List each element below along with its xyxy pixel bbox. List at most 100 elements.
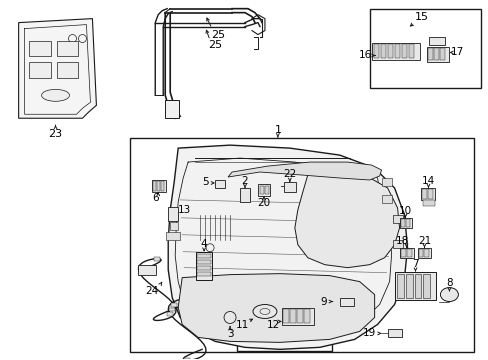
Bar	[284, 182, 295, 192]
Text: 12: 12	[267, 320, 280, 330]
Text: 24: 24	[145, 285, 159, 296]
Text: 25: 25	[211, 30, 224, 40]
Bar	[422, 189, 427, 199]
Bar	[373, 44, 378, 58]
Bar	[423, 274, 429, 298]
Text: 1: 1	[274, 125, 281, 135]
Bar	[381, 178, 391, 186]
Text: 9: 9	[320, 297, 326, 306]
Bar	[303, 309, 309, 323]
Bar	[387, 329, 401, 337]
Bar	[152, 180, 166, 192]
Circle shape	[224, 311, 236, 323]
Text: 19: 19	[362, 328, 375, 338]
Bar	[380, 44, 385, 58]
Bar	[418, 249, 423, 257]
Bar	[423, 200, 435, 206]
Bar	[407, 44, 413, 58]
Bar	[258, 184, 269, 196]
Bar	[428, 37, 445, 45]
Bar	[392, 215, 402, 223]
Bar	[381, 195, 391, 203]
Text: 7: 7	[411, 259, 418, 269]
Bar	[371, 42, 419, 60]
Bar	[170, 222, 178, 230]
Bar	[417, 248, 430, 258]
Bar	[406, 249, 411, 257]
Text: 16: 16	[358, 50, 371, 60]
Text: 21: 21	[417, 236, 430, 246]
Bar	[157, 181, 160, 191]
Bar	[400, 249, 405, 257]
Bar	[57, 62, 78, 78]
Text: 3: 3	[226, 329, 233, 339]
Bar	[240, 188, 249, 202]
Bar	[166, 312, 173, 316]
Bar	[197, 260, 211, 264]
Text: 25: 25	[207, 40, 222, 50]
Bar	[197, 266, 211, 270]
Bar	[392, 240, 402, 248]
Bar	[264, 186, 268, 194]
Text: 6: 6	[152, 193, 158, 203]
Bar	[29, 62, 50, 78]
Bar	[405, 274, 412, 298]
Bar	[427, 48, 432, 60]
Bar	[369, 9, 480, 88]
Ellipse shape	[440, 288, 457, 302]
Text: 5: 5	[202, 177, 208, 187]
Ellipse shape	[252, 305, 276, 319]
Bar	[427, 189, 432, 199]
Bar	[161, 181, 164, 191]
Polygon shape	[19, 19, 96, 118]
Polygon shape	[294, 168, 399, 268]
Bar	[237, 296, 331, 351]
Ellipse shape	[41, 89, 69, 101]
Bar	[166, 232, 180, 240]
Text: 17: 17	[450, 48, 463, 58]
Bar	[433, 48, 439, 60]
Bar	[165, 100, 179, 118]
Bar	[197, 254, 211, 258]
Bar	[387, 44, 392, 58]
Text: 18: 18	[395, 236, 408, 246]
Polygon shape	[178, 274, 374, 342]
Bar	[289, 309, 295, 323]
Bar	[296, 309, 302, 323]
Bar	[154, 257, 160, 261]
Bar	[400, 219, 404, 227]
Bar	[196, 252, 212, 280]
Bar	[283, 309, 288, 323]
Text: 2: 2	[241, 176, 248, 186]
Bar	[281, 307, 313, 325]
Bar	[396, 274, 403, 298]
Bar	[401, 44, 406, 58]
Bar	[405, 219, 408, 227]
Bar	[421, 188, 435, 200]
Bar	[339, 298, 353, 306]
Bar	[399, 218, 411, 228]
Bar	[168, 207, 178, 221]
Bar	[153, 181, 156, 191]
Bar	[169, 307, 175, 311]
Text: 4: 4	[201, 239, 207, 249]
Bar	[440, 48, 445, 60]
Bar	[394, 272, 436, 300]
Bar	[184, 358, 190, 360]
Bar	[138, 265, 156, 275]
Polygon shape	[227, 162, 381, 180]
Bar	[197, 272, 211, 276]
Text: 11: 11	[235, 320, 248, 330]
Bar	[414, 274, 421, 298]
Bar	[215, 180, 224, 188]
Text: 14: 14	[421, 176, 434, 186]
Text: 15: 15	[414, 12, 427, 22]
Bar	[260, 186, 264, 194]
Bar	[399, 248, 413, 258]
Polygon shape	[168, 145, 407, 349]
Text: 20: 20	[257, 198, 270, 208]
Text: 8: 8	[445, 278, 452, 288]
Text: 23: 23	[48, 129, 62, 139]
Bar	[29, 41, 50, 57]
Text: 10: 10	[398, 206, 411, 216]
